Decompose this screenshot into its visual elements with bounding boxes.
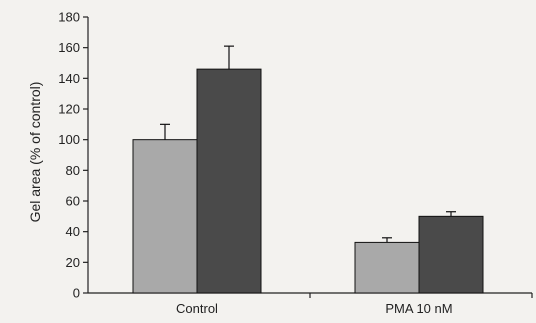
y-tick-label-120: 120 [58, 102, 80, 117]
bar-1-1 [418, 215, 484, 294]
bar-1-0 [354, 241, 420, 294]
y-tick-label-100: 100 [58, 132, 80, 147]
y-axis-title: Gel area (% of control) [27, 82, 43, 223]
x-axis: Control PMA 10 nM [88, 292, 533, 316]
bar-0-0 [132, 139, 198, 294]
y-tick-label-20: 20 [66, 255, 80, 270]
bars [132, 45, 484, 294]
y-tick-label-40: 40 [66, 224, 80, 239]
y-tick-label-60: 60 [66, 194, 80, 209]
y-tick-label-160: 160 [58, 40, 80, 55]
y-axis: 0 20 40 60 80 100 120 140 160 180 [58, 10, 89, 301]
x-category-label-0: Control [176, 301, 218, 316]
x-category-label-1: PMA 10 nM [385, 301, 452, 316]
bar-0-1 [196, 68, 262, 294]
y-tick-label-140: 140 [58, 71, 80, 86]
y-tick-label-0: 0 [73, 286, 80, 301]
y-tick-label-80: 80 [66, 163, 80, 178]
y-tick-label-180: 180 [58, 10, 80, 25]
